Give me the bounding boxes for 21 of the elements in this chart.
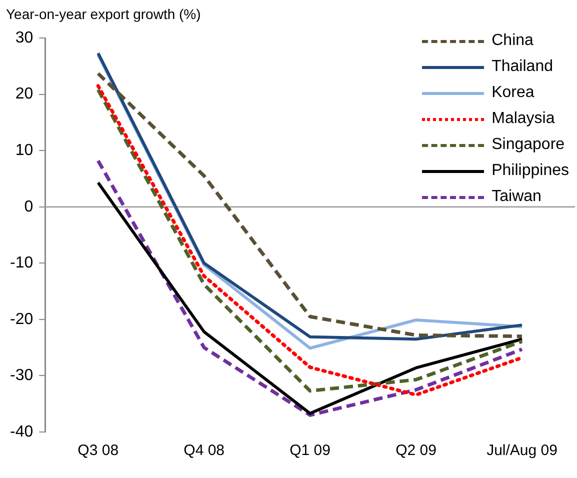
legend-label: Taiwan	[492, 188, 542, 206]
x-tick-label: Q2 09	[396, 442, 436, 460]
legend-label: Malaysia	[492, 110, 555, 128]
legend-label: China	[492, 32, 534, 50]
x-tick-label: Jul/Aug 09	[486, 442, 558, 460]
x-tick-label: Q1 09	[290, 442, 330, 460]
y-tick-label: -30	[10, 367, 34, 384]
y-axis-title: Year-on-year export growth (%)	[6, 6, 201, 22]
y-tick-label: 10	[15, 142, 34, 159]
x-tick-label: Q4 08	[184, 442, 225, 460]
y-tick-label: -20	[10, 310, 34, 328]
y-tick-label: -40	[10, 423, 34, 440]
y-tick-label: 30	[15, 29, 34, 46]
legend-label: Philippines	[492, 162, 569, 180]
y-tick-label: -10	[10, 254, 34, 272]
legend-label: Thailand	[492, 58, 553, 76]
y-tick-label: 0	[24, 198, 34, 216]
legend-label: Korea	[492, 84, 534, 102]
legend-label: Singapore	[492, 136, 565, 154]
y-tick-label: 20	[15, 86, 34, 103]
x-tick-label: Q3 08	[78, 442, 119, 460]
